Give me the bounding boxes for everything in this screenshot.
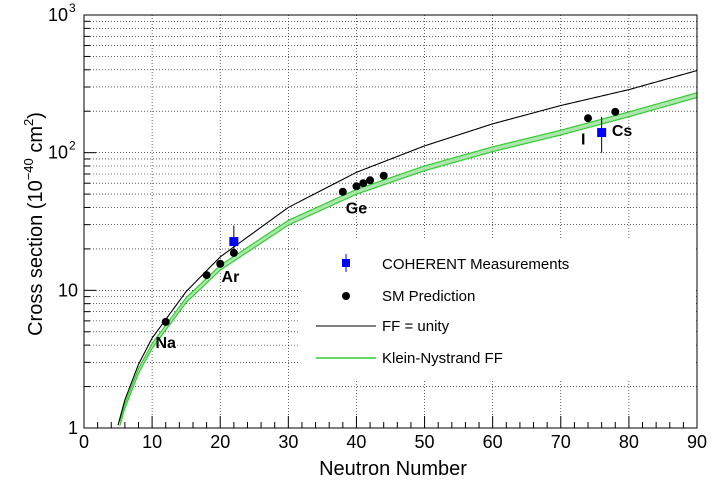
legend-coherent-marker	[342, 254, 350, 272]
sm-prediction-point	[352, 182, 361, 191]
y-axis-label-unit: cm	[25, 126, 47, 158]
sm-prediction-point	[202, 271, 211, 280]
data-points	[161, 107, 620, 326]
x-tick-label: 50	[415, 432, 435, 452]
sm-prediction-point	[161, 317, 170, 326]
element-label-i: I	[581, 131, 585, 148]
legend-label-coherent: COHERENT Measurements	[382, 256, 569, 273]
sm-prediction-point	[379, 171, 388, 180]
kn-band-lower	[119, 96, 698, 426]
sm-prediction-point	[584, 114, 593, 123]
x-tick-label: 20	[210, 432, 230, 452]
y-tick-label-exponent: 2	[69, 139, 76, 153]
kn-band-fill	[119, 92, 697, 426]
y-axis-label: Cross section (10−40 cm2)	[21, 112, 47, 336]
x-tick-label: 90	[687, 432, 707, 452]
kn-band-upper	[119, 92, 698, 422]
legend-label-kn: Klein-Nystrand FF	[382, 350, 503, 367]
grid-lines	[84, 15, 697, 428]
axis-ticks	[83, 14, 698, 429]
element-label-na: Na	[156, 335, 177, 352]
element-label-ar: Ar	[222, 269, 240, 286]
x-tick-label: 0	[79, 432, 89, 452]
x-tick-label: 70	[551, 432, 571, 452]
legend-label-unity: FF = unity	[382, 318, 450, 335]
sm-prediction-point	[338, 187, 347, 196]
y-tick-label: 10	[58, 280, 78, 300]
legend-box	[298, 240, 696, 380]
legend-sm-marker	[342, 292, 350, 300]
legend: COHERENT Measurements SM Prediction FF =…	[298, 240, 696, 380]
x-tick-label: 30	[278, 432, 298, 452]
element-label-ge: Ge	[346, 201, 367, 218]
sm-prediction-point	[366, 176, 375, 185]
y-tick-label: 10	[48, 143, 68, 163]
x-axis-label: Neutron Number	[319, 458, 467, 480]
y-tick-label-exponent: 3	[69, 1, 76, 15]
sm-prediction-point	[359, 179, 368, 188]
coherent-point	[597, 128, 607, 138]
klein-nystrand-band	[119, 92, 698, 426]
x-tick-label: 10	[142, 432, 162, 452]
plot-frame	[83, 14, 698, 429]
coherent-point	[229, 237, 239, 247]
element-labels: Na Ar Ge I Cs	[156, 123, 633, 352]
sm-prediction-point	[216, 259, 225, 268]
y-axis-label-unit-exponent: 2	[21, 119, 36, 126]
y-tick-label: 1	[68, 418, 78, 438]
y-axis-label-main: Cross section (10	[25, 180, 47, 336]
y-axis-label-exponent: −40	[21, 158, 36, 180]
sm-prediction-point	[611, 107, 620, 116]
element-label-cs: Cs	[612, 123, 633, 140]
x-tick-label: 80	[619, 432, 639, 452]
x-tick-label: 40	[346, 432, 366, 452]
curves	[117, 70, 698, 426]
y-tick-label: 10	[48, 5, 68, 25]
y-axis-label-close: )	[25, 112, 47, 119]
legend-label-sm: SM Prediction	[382, 288, 475, 305]
ff-unity-curve	[117, 70, 698, 426]
x-tick-label: 60	[483, 432, 503, 452]
